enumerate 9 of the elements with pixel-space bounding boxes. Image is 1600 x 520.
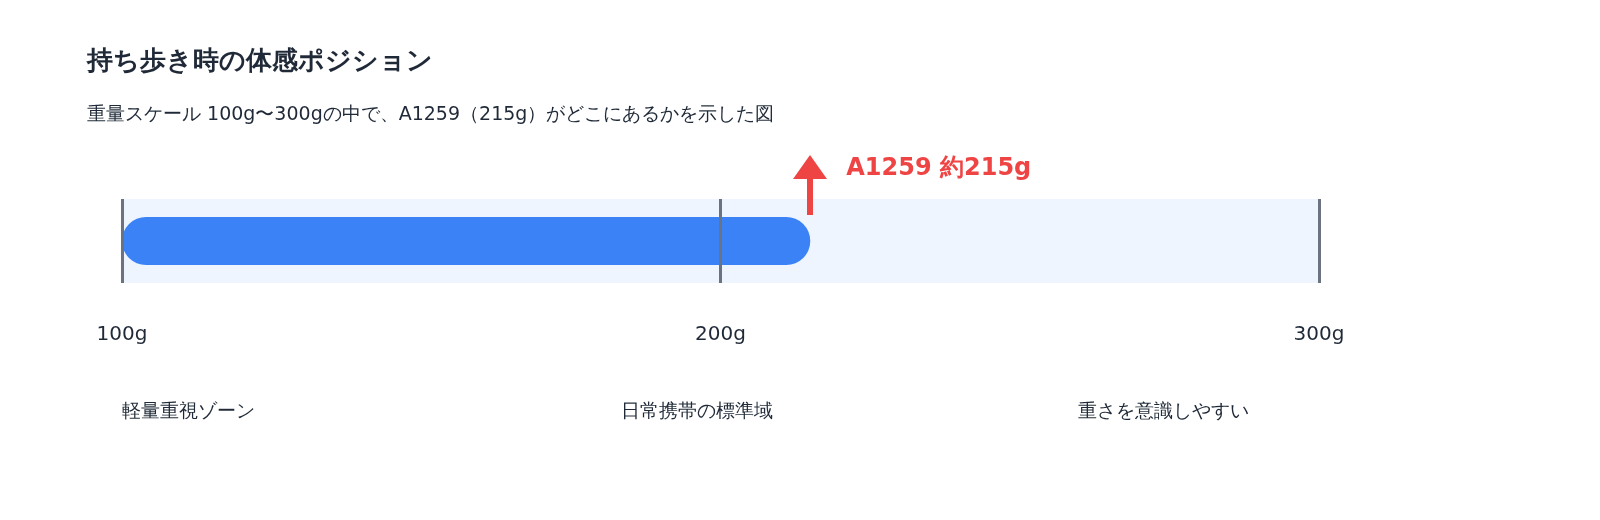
text: 重さを意識しやすい — [1077, 398, 1249, 421]
text: 軽量重視ゾーン — [122, 398, 255, 421]
x-tick-label: 200g — [695, 321, 746, 345]
text: 日常携帯の標準域 — [620, 398, 773, 421]
chart-subtitle: 重量スケール 100g〜300gの中で、A1259（215g）がどこにあるかを示した図 — [87, 101, 775, 124]
text: A1259 約215g — [846, 153, 1032, 181]
x-tick-label: 100g — [96, 321, 148, 345]
x-tick-label: 300g — [1293, 321, 1345, 345]
chart-title: 持ち歩き時の体感ポジション — [86, 45, 433, 75]
